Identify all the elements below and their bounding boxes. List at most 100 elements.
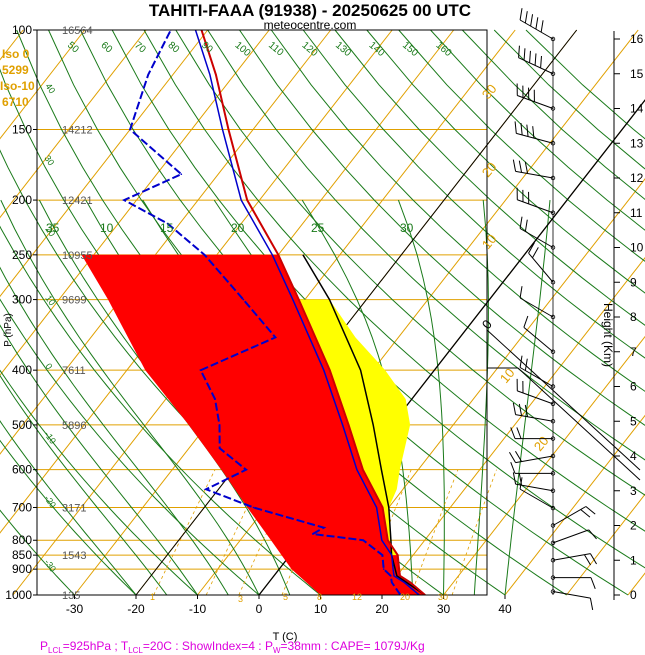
wind-barb-staff xyxy=(515,170,554,179)
dry-adiabat-line xyxy=(0,369,198,596)
iso10-value: 6710 xyxy=(2,95,29,109)
dewpoint-point xyxy=(381,554,384,556)
moist-adiabat-label: 15 xyxy=(160,221,174,235)
iso0-label: Iso 0 xyxy=(2,47,30,61)
wind-barb-station xyxy=(550,453,556,459)
moist-adiabat-label: 35 xyxy=(46,221,60,235)
moist-adiabat-line xyxy=(0,199,260,596)
temperature-tick-label: -10 xyxy=(189,602,207,616)
wind-barb-station xyxy=(550,575,556,580)
dry-adiabat-label: 0 xyxy=(43,361,54,371)
temperature-point xyxy=(347,424,350,426)
moist-adiabat-line xyxy=(504,200,551,596)
dewpoint-point xyxy=(390,575,392,577)
wind-barb-feather xyxy=(516,427,522,439)
wind-barb-station xyxy=(550,210,556,215)
wind-barb-feather xyxy=(518,45,520,58)
wind-barb-station xyxy=(550,280,556,285)
dry-adiabat-line xyxy=(334,29,645,326)
wind-barb-feather xyxy=(523,48,526,61)
dry-adiabat-line xyxy=(366,29,645,294)
temperature-tick-label: 0 xyxy=(256,602,263,616)
wind-barb-feather xyxy=(514,450,522,462)
wind-barb-staff xyxy=(515,483,554,492)
wind-barb-feather xyxy=(524,358,528,371)
mixing-ratio-line xyxy=(410,469,459,596)
wind-barb-station xyxy=(550,419,556,424)
pressure-tick-label: 150 xyxy=(12,122,32,136)
chart-title: TAHITI-FAAA (91938) - 20250625 00 UTC xyxy=(149,1,471,20)
dewpoint-point xyxy=(382,568,385,570)
geopotential-height-label: 1543 xyxy=(62,550,86,562)
dry-adiabat-label: 60 xyxy=(99,40,115,56)
footer-segment: =38mm : CAPE= 1079J/Kg xyxy=(281,639,425,653)
wind-barb-feather xyxy=(585,506,596,515)
dewpoint-point xyxy=(242,298,245,301)
wind-barb-station xyxy=(550,471,556,476)
dewpoint-point xyxy=(362,539,365,541)
geopotential-height-label: 3171 xyxy=(62,502,86,514)
dry-adiabat-line xyxy=(493,29,645,170)
temperature-point xyxy=(409,581,412,584)
wind-barb-station xyxy=(550,436,556,441)
geopotential-height-label: 10955 xyxy=(62,250,93,262)
wind-barb-station xyxy=(550,558,556,563)
wind-barb-staff xyxy=(552,553,591,561)
wind-barb-feather xyxy=(529,50,531,63)
wind-barb-feather xyxy=(584,554,592,566)
wind-barb-station xyxy=(550,540,556,546)
wind-barb-staff xyxy=(519,367,554,387)
height-axis-label: Height (Km) xyxy=(601,303,615,367)
virtual-temperature-trace xyxy=(194,30,420,595)
wind-barb-feather xyxy=(524,161,529,174)
height-tick-label: 13 xyxy=(630,136,644,150)
mixing-ratio-label: 5 xyxy=(283,592,288,602)
wind-barb-station xyxy=(550,106,556,111)
wind-barb-station xyxy=(550,384,556,389)
dewpoint-point xyxy=(245,468,247,471)
footer-summary: PLCL=925hPa ; TLCL=20C : ShowIndex=4 : P… xyxy=(40,639,425,655)
dewpoint-point xyxy=(252,506,255,509)
cin-area xyxy=(298,299,411,556)
wind-barb-staff xyxy=(518,57,554,75)
dry-adiabat-line xyxy=(175,29,645,496)
dewpoint-point xyxy=(311,533,314,535)
wind-barb-station xyxy=(550,505,556,511)
wind-barb-station xyxy=(550,401,556,407)
dry-adiabat-label: 30 xyxy=(42,153,56,167)
isotherm-line xyxy=(0,29,209,298)
wind-barb-feather xyxy=(540,20,544,33)
temperature-point xyxy=(277,254,280,256)
moist-adiabat-line xyxy=(0,266,229,596)
pressure-tick-label: 900 xyxy=(12,562,32,576)
wind-barb-feather xyxy=(520,122,523,136)
footer-segment: P xyxy=(40,639,48,653)
geopotential-height-label: 7611 xyxy=(62,365,86,377)
wind-barb-feather xyxy=(532,126,535,139)
height-tick-label: 5 xyxy=(630,414,637,428)
height-tick-label: 1 xyxy=(630,553,637,567)
wind-barb-feather xyxy=(535,17,539,30)
moist-adiabat-line xyxy=(473,200,489,596)
wind-barb-feather xyxy=(510,461,516,474)
temperature-point xyxy=(329,369,331,372)
wind-barb-feather xyxy=(512,402,517,415)
wind-barb-staff xyxy=(552,591,591,599)
pressure-tick-label: 100 xyxy=(12,23,32,37)
wind-barb-station xyxy=(550,314,556,320)
wind-barb-feather xyxy=(528,242,535,254)
x-axis-label: T (C) xyxy=(273,631,298,643)
mixing-ratio-line xyxy=(451,469,497,596)
height-tick-label: 11 xyxy=(630,206,643,220)
wind-barb-feather xyxy=(514,121,517,134)
height-tick-label: 7 xyxy=(630,345,637,359)
height-tick-label: 3 xyxy=(630,484,637,498)
wind-barb-feather xyxy=(588,529,597,540)
wind-barb-feather xyxy=(526,124,529,137)
height-tick-label: 8 xyxy=(630,310,637,324)
pressure-tick-label: 300 xyxy=(12,293,32,307)
footer-segment: =20C : ShowIndex=4 : P xyxy=(143,639,273,653)
dewpoint-point xyxy=(129,128,131,131)
site-label: meteocentre.com xyxy=(264,18,357,32)
